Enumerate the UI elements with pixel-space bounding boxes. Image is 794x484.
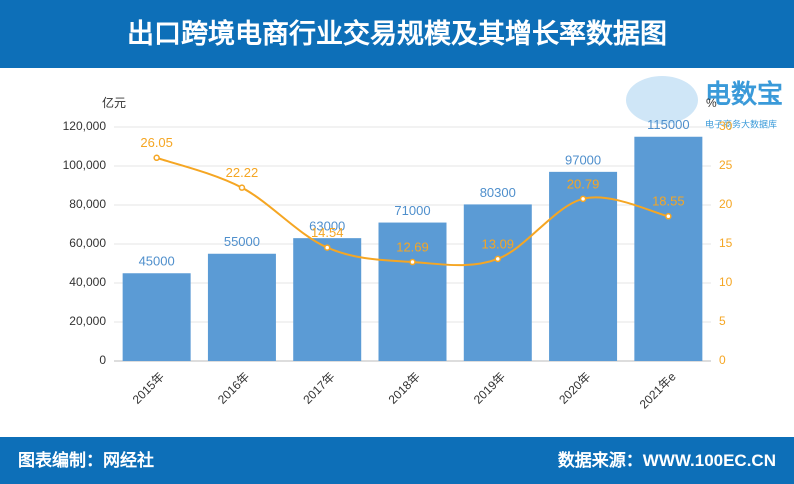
bar-value-label: 63000	[309, 219, 345, 234]
bar	[463, 204, 532, 361]
bar-value-label: 97000	[565, 152, 601, 167]
footer-right: 数据来源：WWW.100EC.CN	[557, 451, 776, 470]
line-value-label: 13.09	[482, 236, 515, 251]
line-marker	[665, 213, 672, 220]
bar	[293, 238, 362, 361]
y-tick-label: 0	[99, 353, 106, 367]
logo-tagline: 电子商务大数据库	[705, 118, 777, 129]
line-marker	[323, 244, 331, 251]
logo-cloud	[626, 76, 698, 124]
y-axis-label: 亿元	[102, 95, 126, 110]
header: 出口跨境电商行业交易规模及其增长率数据图	[0, 0, 794, 68]
x-tick-label: 2019年	[471, 369, 508, 406]
y2-axis-label: %	[706, 96, 717, 110]
y-tick-label: 100,000	[63, 158, 107, 172]
bar-value-label: 80300	[480, 185, 516, 200]
line-value-label: 20.79	[567, 176, 600, 191]
x-tick-label: 2021年e	[637, 369, 679, 411]
line-value-label: 22.22	[226, 165, 259, 180]
y2-tick-label: 15	[719, 236, 733, 250]
y2-tick-label: 10	[719, 275, 733, 289]
y-tick-label: 120,000	[63, 119, 107, 133]
chart: 电数宝 电子商务大数据库 亿元 % 0 20,000 40,000 60,000 80,00…	[63, 76, 783, 411]
y2-tick-label: 25	[719, 158, 733, 172]
y-tick-label: 80,000	[69, 197, 106, 211]
line-marker	[153, 154, 160, 162]
line-marker	[579, 195, 587, 203]
logo-name: 电数宝	[705, 79, 783, 109]
line-marker	[409, 258, 416, 266]
y-tick-label: 60,000	[69, 236, 106, 250]
line-marker	[238, 184, 246, 191]
footer: 图表编制：网经社 数据来源：WWW.100EC.CN	[0, 437, 794, 484]
bar	[549, 171, 618, 361]
y2-tick-label: 0	[719, 353, 726, 367]
logo: 电数宝 电子商务大数据库	[626, 76, 783, 129]
bar	[634, 136, 703, 361]
y2-tick-label: 30	[719, 119, 733, 133]
x-tick-label: 2020年	[556, 369, 593, 406]
y2-tick-label: 20	[719, 197, 733, 211]
bar-value-label: 45000	[139, 254, 175, 269]
x-tick-label: 2017年	[300, 369, 337, 406]
x-tick-label: 2016年	[215, 369, 252, 406]
x-tick-label: 2018年	[386, 369, 423, 406]
y-tick-label: 40,000	[69, 275, 106, 289]
line-value-label: 14.54	[311, 225, 344, 240]
line-value-label: 26.05	[140, 135, 173, 150]
y-tick-label: 20,000	[69, 314, 106, 328]
bar	[378, 222, 447, 361]
bar-value-label: 115000	[647, 117, 689, 132]
bar-value-label: 55000	[224, 234, 260, 249]
y2-tick-label: 5	[719, 314, 726, 328]
title: 出口跨境电商行业交易规模及其增长率数据图	[127, 19, 667, 49]
line-marker	[494, 255, 502, 263]
line-value-label: 12.69	[396, 239, 429, 254]
bar	[207, 253, 276, 361]
x-tick-label: 2015年	[130, 369, 167, 406]
bar	[122, 273, 191, 361]
line-value-label: 18.55	[652, 194, 685, 209]
bar-value-label: 71000	[394, 203, 430, 218]
footer-left: 图表编制：网经社	[18, 451, 154, 470]
